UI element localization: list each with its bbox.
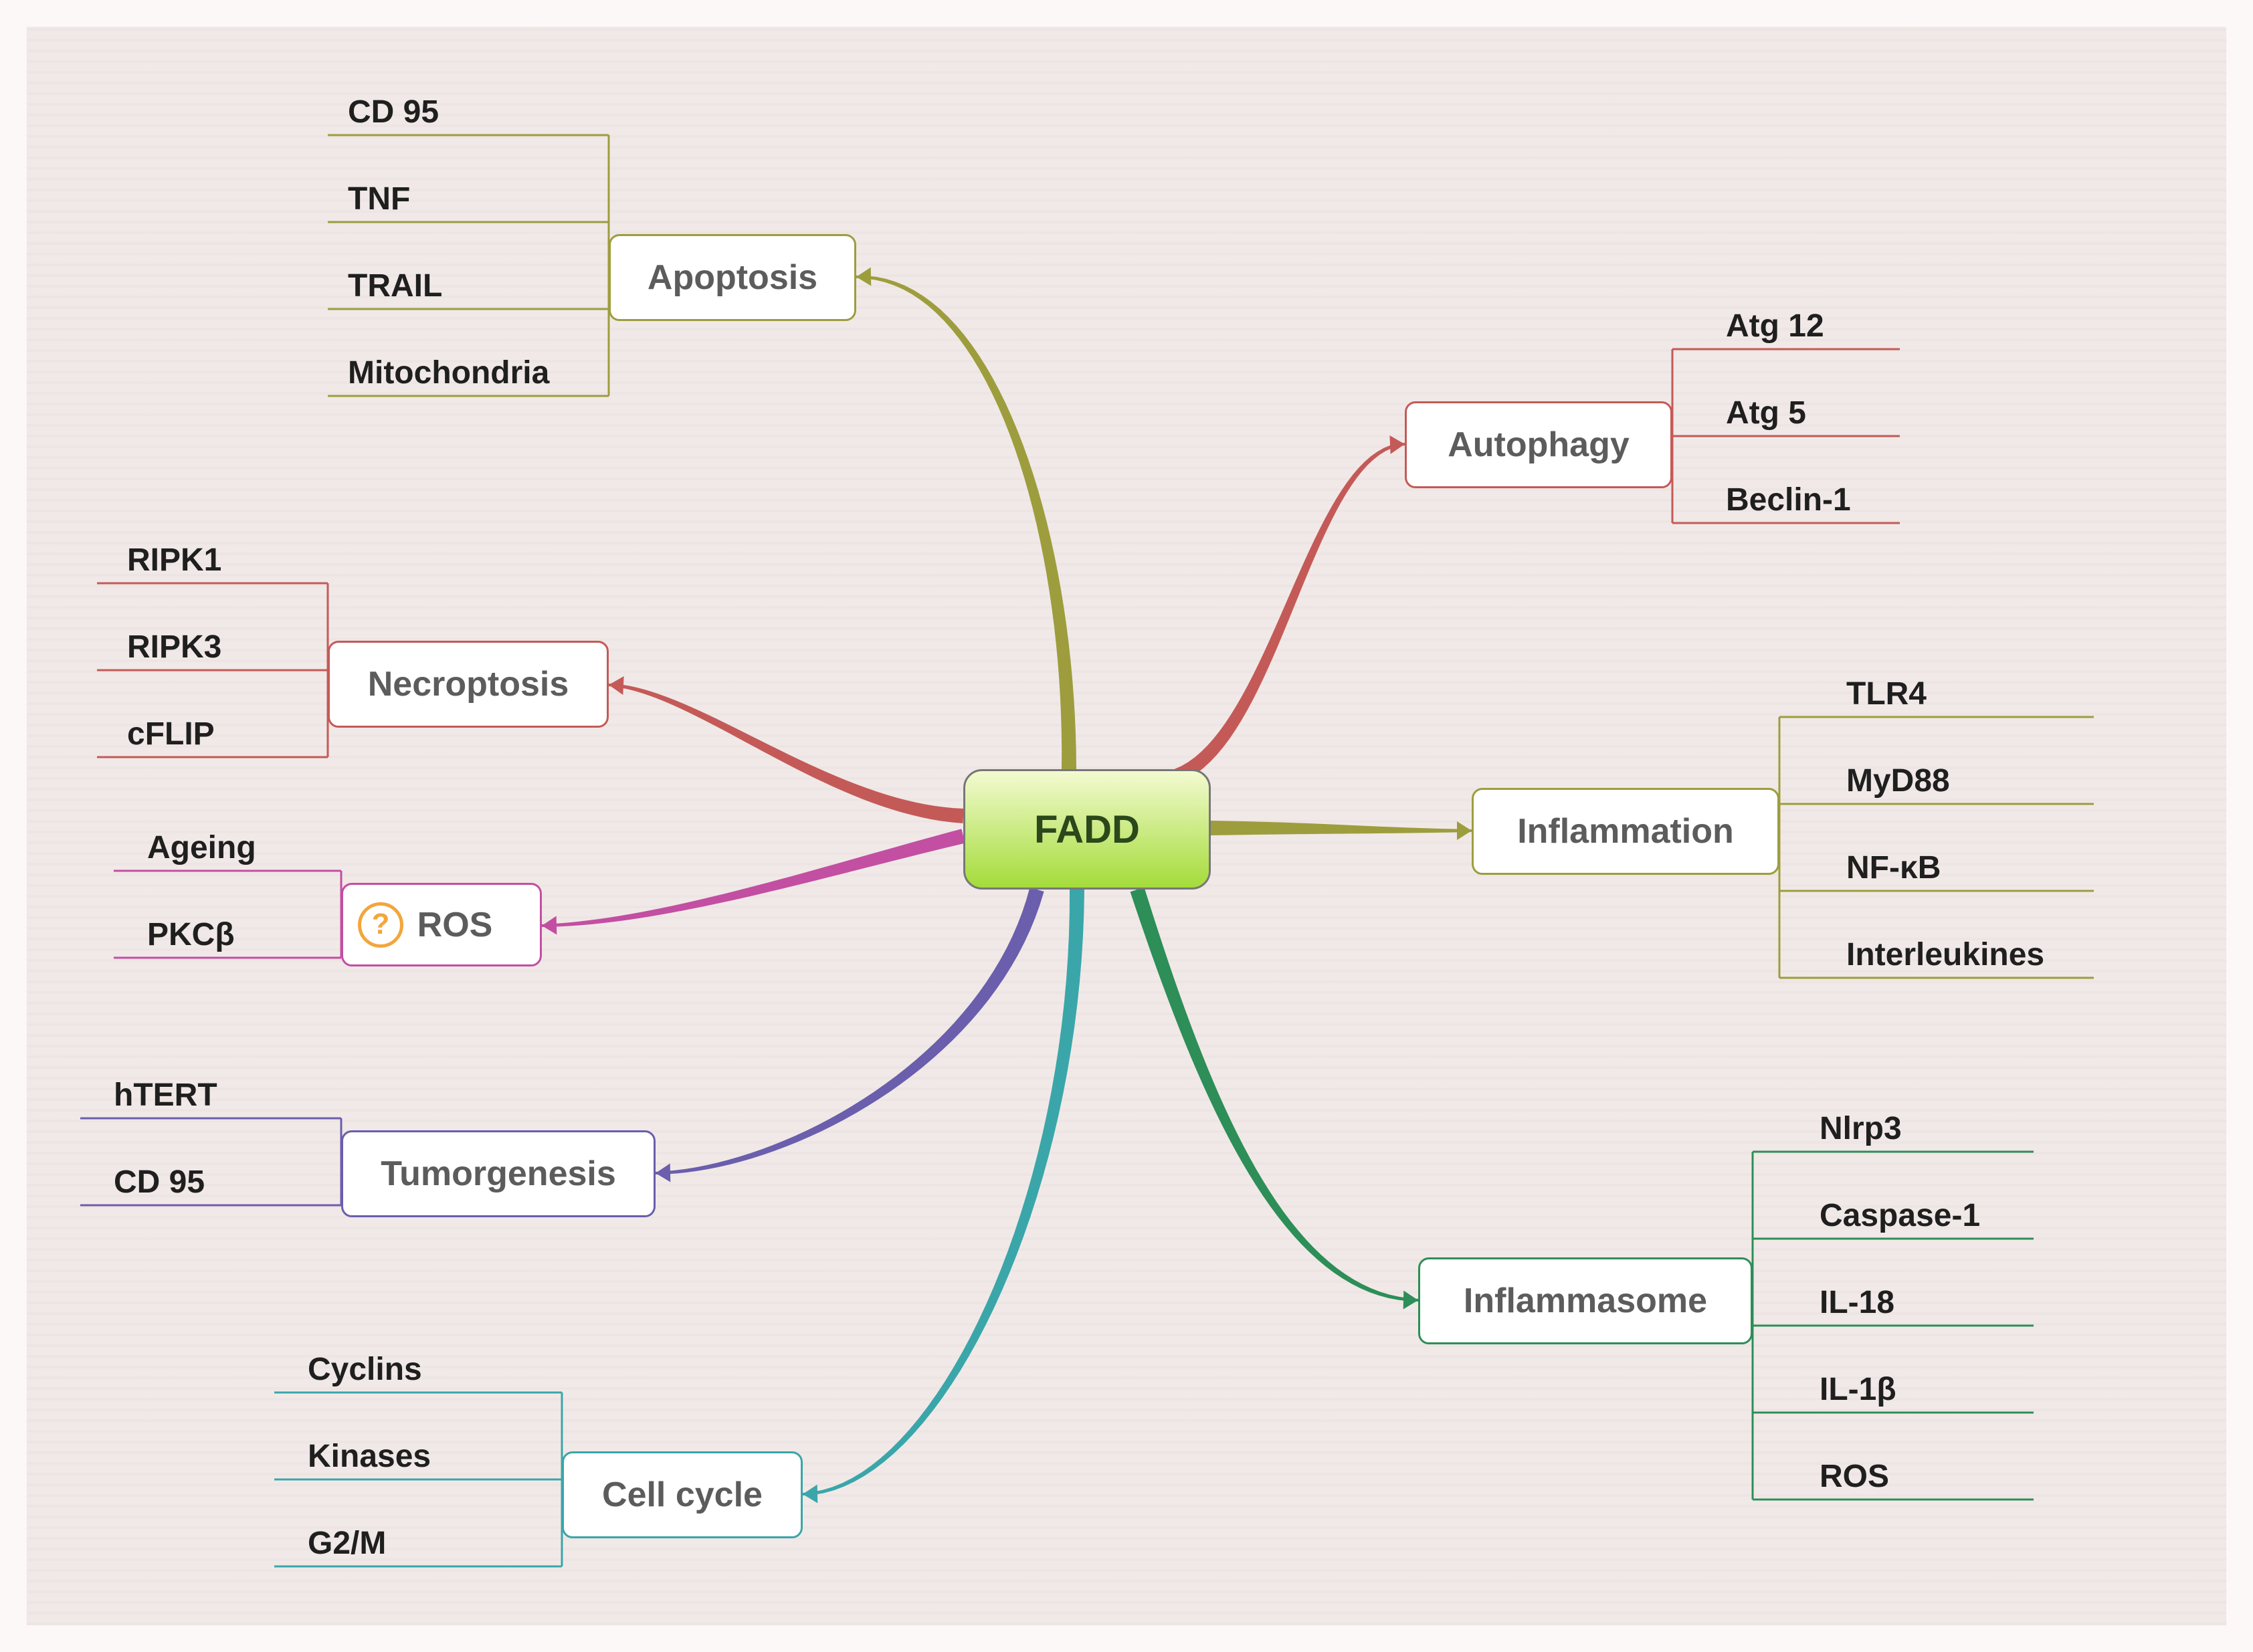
leaf-item: TNF [348,181,410,217]
branch-tumorgenesis: Tumorgenesis [341,1130,656,1217]
edge-inflammasome [1131,888,1419,1302]
arrow-inflammasome [1403,1291,1418,1310]
leaf-item: Atg 5 [1726,395,1806,431]
leaf-item: RIPK1 [127,542,221,579]
leaf-item: TLR4 [1846,676,1927,712]
leaf-item: MyD88 [1846,762,1950,799]
leaf-item: Cyclins [308,1351,422,1388]
leaf-item: IL-1β [1820,1371,1896,1408]
arrow-ros [542,916,557,935]
edge-apoptosis [856,276,1076,769]
leaf-item: Beclin-1 [1726,482,1851,518]
branch-ros: ? ROS [341,883,542,966]
leaf-item: Nlrp3 [1820,1110,1902,1147]
branch-label: Inflammasome [1464,1281,1707,1321]
leaf-item: ROS [1820,1458,1889,1495]
branch-label: Necroptosis [368,664,569,704]
branch-label: Inflammation [1517,811,1734,851]
leaf-item: Atg 12 [1726,308,1824,344]
leaf-item: G2/M [308,1525,386,1562]
leaf-item: CD 95 [114,1164,205,1201]
arrow-cellcycle [803,1485,817,1504]
arrow-tumorgenesis [656,1164,670,1182]
branch-inflammation: Inflammation [1472,788,1779,875]
edge-tumorgenesis [656,888,1044,1174]
arrow-apoptosis [856,268,871,286]
edge-inflammation [1211,821,1472,835]
center-node-fadd: FADD [963,769,1211,890]
leaf-item: Interleukines [1846,936,2044,973]
branch-cellcycle: Cell cycle [562,1451,803,1538]
leaf-item: hTERT [114,1077,217,1114]
leaf-item: IL-18 [1820,1284,1894,1321]
branch-label: Cell cycle [602,1475,763,1515]
arrow-inflammation [1457,821,1472,840]
leaf-item: Kinases [308,1438,431,1475]
edge-cellcycle [803,890,1084,1495]
branch-label: ROS [417,905,493,945]
edge-ros [542,829,965,927]
mindmap-canvas: FADD Apoptosis CD 95 TNF TRAIL Mitochondria Ne… [0,0,2253,1652]
branch-inflammasome: Inflammasome [1418,1257,1753,1344]
leaf-item: Ageing [147,829,256,866]
arrow-necroptosis [609,676,624,695]
leaf-item: TRAIL [348,268,442,304]
leaf-item: Mitochondria [348,354,549,391]
arrow-autophagy [1389,435,1405,454]
branch-necroptosis: Necroptosis [328,641,609,728]
leaf-item: PKCβ [147,916,235,953]
center-label: FADD [1034,807,1140,852]
edge-necroptosis [609,684,964,823]
branch-label: Apoptosis [648,257,817,298]
branch-autophagy: Autophagy [1405,401,1672,488]
leaf-item: cFLIP [127,716,215,752]
branch-label: Autophagy [1448,425,1630,465]
branch-label: Tumorgenesis [381,1154,616,1194]
edge-autophagy [1175,443,1405,783]
question-icon: ? [358,902,403,948]
leaf-item: Caspase-1 [1820,1197,1980,1234]
leaf-item: CD 95 [348,94,439,130]
branch-apoptosis: Apoptosis [609,234,856,321]
leaf-item: RIPK3 [127,629,221,665]
leaf-item: NF-κB [1846,849,1941,886]
